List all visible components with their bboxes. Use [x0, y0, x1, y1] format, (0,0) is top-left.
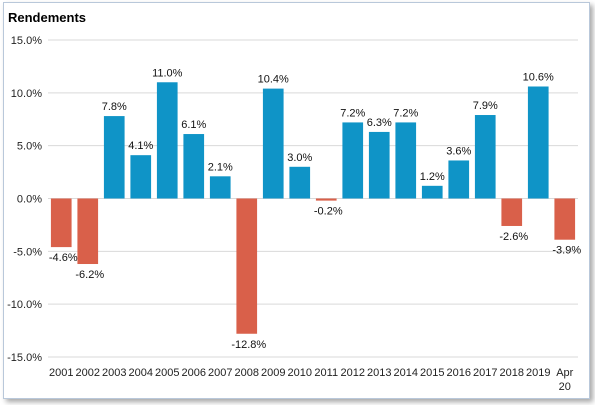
bar — [103, 116, 125, 199]
x-tick-label: 2008 — [235, 367, 259, 379]
data-label: 10.6% — [523, 71, 554, 83]
data-label: 7.9% — [473, 100, 498, 112]
data-label: 6.1% — [181, 119, 206, 131]
data-label: 7.8% — [102, 101, 127, 113]
bar — [395, 122, 417, 199]
data-label: -12.8% — [231, 339, 266, 351]
bar — [183, 134, 205, 199]
x-tick-label: 2001 — [49, 367, 73, 379]
x-tick-label: 2016 — [447, 367, 471, 379]
bar — [77, 198, 99, 265]
data-label: -4.6% — [49, 252, 78, 264]
bar — [342, 122, 364, 199]
x-tick-label: 2007 — [208, 367, 232, 379]
data-label: 11.0% — [152, 67, 183, 79]
data-label: 4.1% — [128, 140, 153, 152]
bar — [368, 131, 390, 199]
data-label: 1.2% — [420, 171, 445, 183]
bar — [474, 115, 496, 199]
x-tick-label: 2006 — [182, 367, 206, 379]
bar — [262, 88, 284, 199]
x-tick-label: 2005 — [155, 367, 179, 379]
bar — [236, 198, 258, 334]
bar — [50, 198, 72, 248]
data-label: 6.3% — [367, 117, 392, 129]
y-tick-label: 0.0% — [17, 194, 42, 206]
bar — [554, 198, 576, 240]
x-tick-label: 2004 — [129, 367, 153, 379]
bar — [289, 166, 311, 199]
data-label: 10.4% — [258, 74, 289, 86]
data-label: 7.2% — [393, 107, 418, 119]
y-tick-label: -10.0% — [7, 299, 42, 311]
bar — [527, 86, 549, 199]
y-tick-label: 10.0% — [11, 88, 42, 100]
x-tick-label: 2017 — [473, 367, 497, 379]
y-tick-label: 15.0% — [11, 35, 42, 47]
data-label: 3.6% — [446, 145, 471, 157]
chart-title: Rendements — [8, 10, 87, 25]
bar — [448, 160, 470, 199]
data-label: -2.6% — [499, 231, 528, 243]
x-tick-label: 2010 — [288, 367, 312, 379]
y-tick-label: -5.0% — [13, 246, 42, 258]
data-label: 2.1% — [208, 161, 233, 173]
y-tick-label: 5.0% — [17, 141, 42, 153]
x-tick-label: 2009 — [261, 367, 285, 379]
data-label: 3.0% — [287, 152, 312, 164]
bar — [315, 198, 337, 201]
chart-frame — [3, 2, 590, 399]
x-tick-label: 2011 — [314, 367, 338, 379]
x-tick-label: 2013 — [367, 367, 391, 379]
data-label: -3.9% — [552, 245, 581, 257]
x-tick-label: 2018 — [500, 367, 524, 379]
x-tick-label: 2003 — [102, 367, 126, 379]
x-tick-label: 2012 — [341, 367, 365, 379]
x-tick-label: 2002 — [76, 367, 100, 379]
y-tick-label: -15.0% — [7, 352, 42, 364]
data-label: -6.2% — [75, 269, 104, 281]
data-label: 7.2% — [340, 107, 365, 119]
data-label: -0.2% — [314, 206, 343, 218]
x-tick-label: 2019 — [526, 367, 550, 379]
x-tick-label: 2014 — [394, 367, 418, 379]
x-tick-label: Apr 20 — [556, 367, 573, 393]
bar — [156, 82, 178, 199]
bar — [501, 198, 523, 226]
x-tick-label: 2015 — [420, 367, 444, 379]
bar — [209, 176, 231, 199]
bar — [421, 185, 443, 199]
bar — [130, 155, 152, 199]
